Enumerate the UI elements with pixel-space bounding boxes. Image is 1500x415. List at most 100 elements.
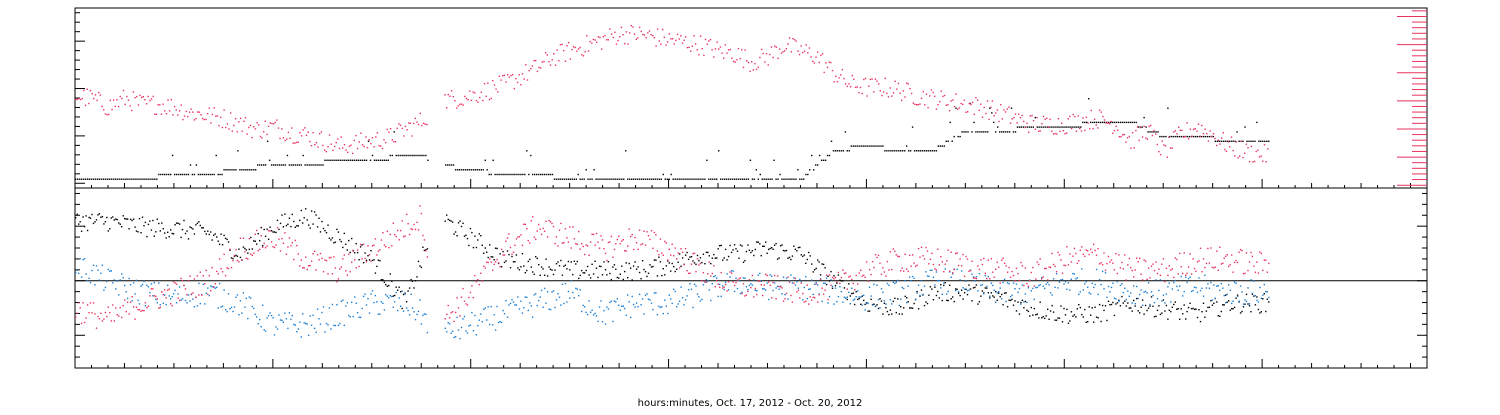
- by-point: [849, 303, 851, 305]
- bx-point: [1173, 303, 1175, 306]
- density-point: [466, 169, 469, 171]
- bx-point: [278, 228, 280, 231]
- velocity-point: [601, 48, 603, 50]
- bx-point: [447, 218, 449, 221]
- velocity-point: [386, 128, 388, 131]
- velocity-point: [706, 43, 708, 45]
- bx-point: [475, 246, 478, 249]
- bx-point: [1125, 305, 1127, 307]
- bz-point: [830, 284, 832, 286]
- velocity-point: [724, 44, 726, 46]
- density-point: [1008, 131, 1011, 133]
- bx-point: [1204, 316, 1206, 318]
- density-point: [1028, 126, 1031, 128]
- by-point: [1038, 284, 1040, 287]
- bx-point: [1220, 310, 1222, 313]
- bx-point: [293, 220, 295, 223]
- by-point: [1192, 289, 1194, 292]
- velocity-point: [1164, 145, 1167, 147]
- velocity-point: [297, 141, 299, 143]
- bx-point: [814, 269, 816, 271]
- velocity-point: [917, 104, 919, 106]
- by-point: [245, 297, 247, 300]
- bz-point: [1039, 258, 1041, 260]
- bx-point: [824, 267, 826, 269]
- bx-point: [673, 265, 675, 268]
- bz-point: [831, 276, 834, 279]
- bx-point: [319, 231, 322, 233]
- velocity-point: [1032, 120, 1035, 122]
- by-point: [300, 336, 302, 338]
- bx-point: [478, 233, 480, 235]
- bz-point: [365, 261, 368, 263]
- density-point: [1022, 126, 1025, 128]
- velocity-point: [906, 82, 908, 84]
- bx-point: [560, 259, 562, 262]
- bx-point: [1176, 308, 1178, 310]
- bx-point: [567, 260, 570, 263]
- by-point: [1244, 299, 1246, 301]
- density-point: [1062, 126, 1064, 128]
- bx-point: [122, 215, 124, 217]
- by-point: [1063, 283, 1065, 285]
- by-point: [486, 319, 488, 321]
- velocity-point: [764, 61, 766, 63]
- bz-point: [554, 242, 556, 245]
- bz-point: [236, 259, 239, 262]
- bz-point: [956, 252, 958, 254]
- velocity-point: [1057, 118, 1060, 120]
- bx-point: [999, 296, 1001, 298]
- by-point: [983, 293, 985, 295]
- by-point: [796, 281, 798, 283]
- bx-point: [968, 284, 970, 286]
- density-point: [452, 164, 455, 166]
- bx-point: [1189, 302, 1191, 304]
- by-point: [1058, 281, 1061, 283]
- density-point: [500, 173, 502, 176]
- velocity-point: [596, 41, 598, 43]
- bz-point: [478, 283, 480, 286]
- velocity-point: [808, 47, 811, 49]
- velocity-point: [1201, 124, 1203, 127]
- density-point: [456, 169, 459, 171]
- bx-point: [1174, 301, 1176, 303]
- velocity-point: [295, 141, 298, 144]
- bx-point: [1021, 299, 1024, 301]
- bx-point: [647, 272, 650, 274]
- by-point: [1094, 283, 1096, 286]
- density-point: [371, 154, 374, 157]
- bx-point: [981, 290, 984, 292]
- bz-point: [610, 235, 613, 238]
- bx-point: [300, 209, 302, 212]
- bx-point: [790, 258, 792, 261]
- bx-point: [281, 214, 283, 216]
- bz-point: [588, 254, 590, 256]
- by-point: [321, 311, 323, 314]
- bz-point: [864, 276, 866, 278]
- by-point: [717, 295, 719, 298]
- velocity-point: [1092, 127, 1094, 130]
- bx-point: [1006, 306, 1009, 308]
- by-point: [107, 268, 109, 271]
- bx-point: [1257, 308, 1260, 311]
- bz-point: [632, 248, 635, 251]
- by-point: [910, 280, 912, 282]
- bx-point: [1024, 300, 1027, 303]
- velocity-point: [971, 101, 974, 104]
- bx-point: [232, 257, 234, 260]
- velocity-point: [353, 139, 355, 142]
- bz-point: [1033, 285, 1035, 287]
- bx-point: [1047, 308, 1049, 310]
- by-point: [1159, 279, 1162, 281]
- bz-point: [858, 272, 860, 274]
- velocity-point: [1140, 126, 1142, 129]
- velocity-point: [1070, 127, 1073, 130]
- bz-point: [355, 267, 357, 269]
- bx-point: [1039, 301, 1041, 303]
- density-point: [698, 178, 700, 180]
- bz-point: [1167, 274, 1169, 277]
- bz-point: [278, 238, 280, 240]
- by-point: [520, 300, 522, 302]
- bz-point: [768, 281, 770, 283]
- density-point: [694, 178, 696, 180]
